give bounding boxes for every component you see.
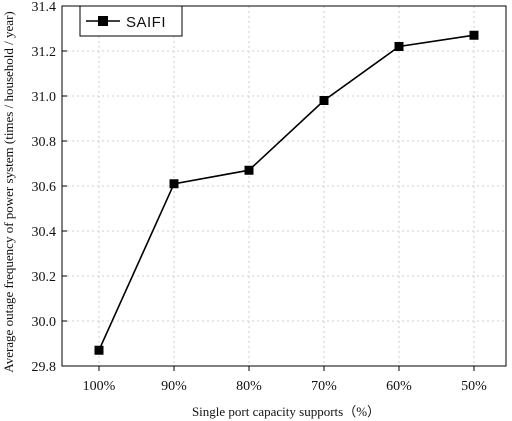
data-point [244, 165, 254, 175]
y-tick-label: 30.2 [32, 270, 57, 285]
grid-lines [62, 6, 506, 366]
y-tick-label: 30.6 [32, 180, 57, 195]
legend: SAIFI [79, 5, 183, 37]
y-tick-label: 31.0 [32, 90, 57, 105]
legend-label: SAIFI [126, 14, 166, 31]
y-axis-title: Average outage frequency of power system… [1, 11, 16, 372]
legend-box [79, 5, 183, 37]
data-point [394, 42, 404, 51]
y-tick-label: 30.8 [32, 135, 57, 150]
x-tick-label: 70% [311, 379, 337, 394]
x-tick-label: 50% [461, 379, 487, 394]
series-layer [94, 30, 479, 355]
data-point [169, 179, 179, 189]
y-tick-label: 31.2 [32, 45, 57, 60]
y-tick-label: 31.4 [32, 0, 57, 15]
y-tick-label: 29.8 [32, 360, 57, 375]
y-axis-ticks: 29.8 30.0 30.2 30.4 30.6 30.8 31.0 31.2 31.4 [32, 0, 67, 375]
x-axis-title: Single port capacity supports（%） [192, 404, 380, 419]
data-point [469, 30, 479, 40]
x-axis-ticks: 100% 90% 80% 70% 60% 50% [83, 366, 487, 394]
data-point [319, 96, 329, 105]
y-tick-label: 30.0 [32, 315, 57, 330]
series-line [98, 34, 475, 351]
x-tick-label: 90% [161, 379, 187, 394]
data-point [94, 345, 104, 355]
x-tick-label: 100% [83, 379, 116, 394]
x-tick-label: 60% [386, 379, 412, 394]
x-tick-label: 80% [236, 379, 262, 394]
y-tick-label: 30.4 [32, 225, 57, 240]
legend-marker [98, 16, 108, 26]
